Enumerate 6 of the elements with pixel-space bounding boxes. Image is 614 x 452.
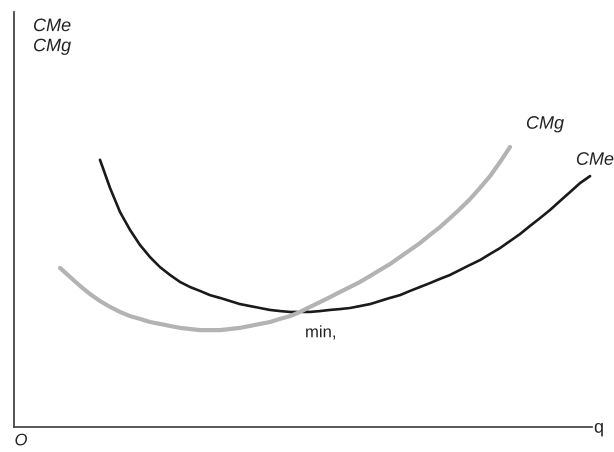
text: O xyxy=(15,434,28,446)
text: CMe CMg xyxy=(34,18,71,55)
series-label: CMg xyxy=(526,116,564,132)
series-label: CMe xyxy=(576,152,614,165)
x-axis-title: q xyxy=(594,422,603,436)
annotation: min, xyxy=(306,325,335,340)
